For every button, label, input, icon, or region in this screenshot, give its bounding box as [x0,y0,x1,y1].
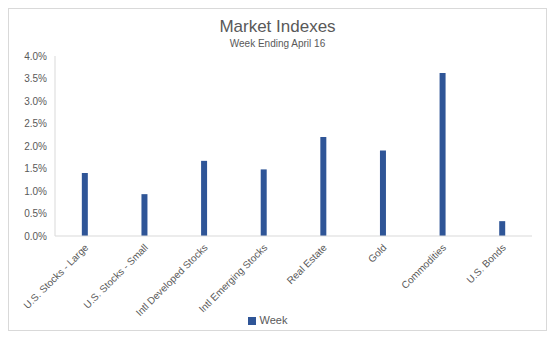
svg-text:0.5%: 0.5% [24,208,47,219]
svg-text:0.0%: 0.0% [24,231,47,242]
svg-text:3.5%: 3.5% [24,73,47,84]
svg-text:Intl Emerging Stocks: Intl Emerging Stocks [197,242,270,315]
svg-text:3.0%: 3.0% [24,96,47,107]
svg-text:1.5%: 1.5% [24,163,47,174]
svg-text:U.S. Stocks - Large: U.S. Stocks - Large [21,242,90,311]
html-text:Week Ending April 16: Week Ending April 16 [229,38,326,49]
html-text:Week: Week [259,314,288,326]
svg-text:4.0%: 4.0% [24,51,47,62]
svg-text:1.0%: 1.0% [24,186,47,197]
svg-text:2.0%: 2.0% [24,141,47,152]
svg-text:U.S. Bonds: U.S. Bonds [464,242,508,286]
svg-text:2.5%: 2.5% [24,118,47,129]
svg-text:Real Estate: Real Estate [285,242,330,287]
svg-text:Intl Developed Stocks: Intl Developed Stocks [133,241,210,318]
svg-text:Gold: Gold [366,242,389,265]
svg-text:Commodities: Commodities [399,242,448,291]
svg-text:U.S. Stocks - Small: U.S. Stocks - Small [81,242,150,311]
html-text:Market Indexes: Market Indexes [219,17,336,36]
